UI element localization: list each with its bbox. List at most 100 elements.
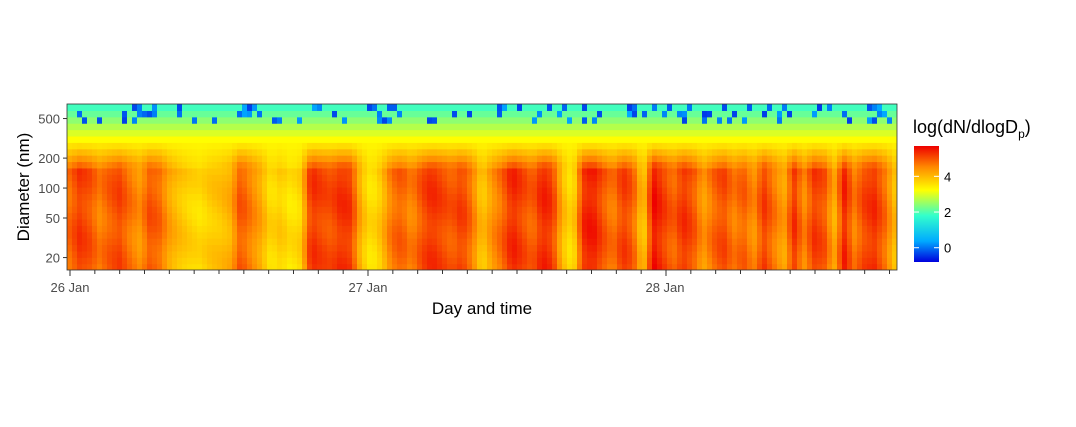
heat-cell — [872, 187, 878, 194]
heat-cell — [202, 257, 208, 265]
heat-cell — [257, 244, 263, 252]
heat-cell — [767, 123, 773, 131]
heat-cell — [627, 180, 633, 188]
heat-cell — [137, 225, 143, 233]
heat-cell — [892, 161, 897, 169]
heat-cell — [122, 180, 128, 188]
heat-cell — [677, 180, 683, 188]
heat-cell — [157, 129, 163, 137]
heat-cell — [67, 116, 73, 124]
heat-cell — [652, 142, 658, 150]
heat-cell — [737, 206, 743, 214]
heat-cell — [757, 231, 763, 239]
heat-cell — [407, 206, 413, 214]
heat-cell — [322, 250, 328, 258]
heat-cell — [802, 199, 808, 207]
heat-cell — [707, 212, 713, 220]
heat-cell — [417, 180, 423, 188]
heat-cell — [757, 148, 763, 156]
heat-cell — [892, 104, 897, 111]
heat-cell — [397, 104, 403, 111]
heat-cell — [302, 250, 308, 258]
heat-cell — [867, 263, 873, 270]
heat-cell — [487, 250, 493, 258]
heat-cell — [892, 167, 897, 175]
heat-cell — [302, 180, 308, 188]
heat-cell — [147, 161, 153, 169]
heat-cell — [362, 231, 368, 239]
heat-cell — [327, 142, 333, 150]
heat-cell — [187, 180, 193, 188]
heat-cell — [497, 167, 503, 175]
heat-cell — [492, 161, 498, 169]
heat-cell — [207, 231, 213, 239]
heat-cell — [767, 257, 773, 265]
heat-cell — [237, 193, 243, 201]
heat-cell — [772, 187, 778, 194]
heat-cell — [807, 244, 813, 252]
heat-cell — [872, 212, 878, 220]
heat-cell — [697, 244, 703, 252]
heat-cell — [692, 238, 698, 246]
heat-cell — [172, 123, 178, 131]
heat-cell — [282, 238, 288, 246]
heat-cell — [647, 206, 653, 214]
heat-cell — [637, 148, 643, 156]
heat-cell — [472, 135, 478, 143]
heat-cell — [347, 110, 353, 118]
heat-cell — [822, 257, 828, 265]
heat-cell — [762, 155, 768, 163]
heat-cell — [127, 142, 133, 150]
heat-cell — [157, 250, 163, 258]
heat-cell — [217, 135, 223, 143]
heat-cell — [242, 231, 248, 239]
heat-cell — [827, 135, 833, 143]
heat-cell — [332, 225, 338, 233]
heat-cell — [272, 231, 278, 239]
heat-cell — [567, 250, 573, 258]
heat-cell — [112, 257, 118, 265]
heat-cell — [432, 174, 438, 182]
heat-cell — [717, 155, 723, 163]
heat-cell — [822, 174, 828, 182]
heat-cell — [307, 250, 313, 258]
heat-cell — [667, 231, 673, 239]
heat-cell — [597, 104, 603, 111]
heat-cell — [692, 142, 698, 150]
heat-cell — [677, 225, 683, 233]
heat-cell — [507, 218, 513, 226]
heat-cell — [862, 110, 868, 118]
heat-cell — [427, 116, 433, 124]
heat-cell — [722, 225, 728, 233]
heat-cell — [697, 135, 703, 143]
heat-cell — [427, 257, 433, 265]
heat-cell — [737, 263, 743, 270]
heat-cell — [377, 199, 383, 207]
heat-cell — [177, 167, 183, 175]
heat-cell — [112, 129, 118, 137]
heat-cell — [587, 155, 593, 163]
heat-cell — [202, 135, 208, 143]
heat-cell — [877, 212, 883, 220]
heat-cell — [397, 110, 403, 118]
heat-cell — [182, 187, 188, 194]
heat-cell — [837, 225, 843, 233]
heat-cell — [412, 238, 418, 246]
heat-cell — [342, 142, 348, 150]
heat-cell — [332, 135, 338, 143]
heat-cell — [152, 238, 158, 246]
heat-cell — [147, 116, 153, 124]
heat-cell — [82, 142, 88, 150]
heat-cell — [252, 116, 258, 124]
heat-cell — [347, 155, 353, 163]
heat-cell — [792, 180, 798, 188]
heat-cell — [197, 180, 203, 188]
heat-cell — [87, 104, 93, 111]
heat-cell — [322, 263, 328, 270]
heat-cell — [862, 104, 868, 111]
heat-cell — [397, 263, 403, 270]
heat-cell — [262, 187, 268, 194]
heat-cell — [792, 167, 798, 175]
heat-cell — [807, 263, 813, 270]
